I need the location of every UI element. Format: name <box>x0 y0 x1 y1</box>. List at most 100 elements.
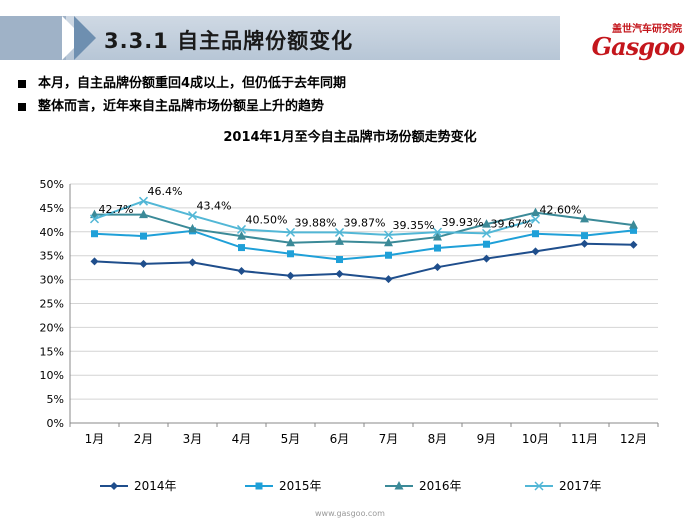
series-line <box>94 211 634 244</box>
legend-item: 2016年 <box>385 479 462 493</box>
data-point <box>236 224 247 234</box>
legend-item: 2014年 <box>100 479 177 493</box>
data-point <box>482 219 491 228</box>
data-point <box>286 237 295 247</box>
data-label: 39.87% <box>344 216 386 229</box>
y-tick-label: 5% <box>47 393 64 406</box>
data-point <box>482 254 491 263</box>
y-tick-label: 50% <box>40 178 64 191</box>
data-point <box>384 237 393 247</box>
chevron-blue-icon <box>74 16 96 60</box>
bullet-item: 整体而言，近年来自主品牌市场份额呈上升的趋势 <box>18 95 346 118</box>
marker-stroke <box>432 227 443 237</box>
series-2015年 <box>91 226 637 264</box>
x-tick-label: 10月 <box>522 432 549 446</box>
legend-item: 2017年 <box>525 479 602 493</box>
data-point <box>433 263 442 272</box>
data-label: 40.50% <box>246 213 288 226</box>
x-tick-label: 2月 <box>134 432 154 446</box>
data-label: 42.60% <box>540 203 582 216</box>
legend-label: 2016年 <box>419 479 462 493</box>
data-point <box>336 256 343 264</box>
data-point <box>383 230 394 240</box>
x-tick-label: 12月 <box>620 432 647 446</box>
data-label: 39.67% <box>491 217 533 230</box>
data-label: 39.35% <box>393 219 435 232</box>
series-2014年 <box>90 239 638 284</box>
data-label: 43.4% <box>197 200 232 213</box>
data-point <box>629 240 638 249</box>
y-tick-label: 45% <box>40 202 64 215</box>
data-point <box>630 226 637 234</box>
series-2016年 <box>90 207 638 247</box>
x-tick-label: 6月 <box>330 432 350 446</box>
bullet-list: 本月，自主品牌份额重回4成以上，但仍低于去年同期 整体而言，近年来自主品牌市场份… <box>18 72 346 118</box>
data-point <box>188 258 197 267</box>
x-tick-label: 8月 <box>428 432 448 446</box>
marker-stroke <box>89 214 100 224</box>
marker-stroke <box>236 224 247 234</box>
data-point <box>89 214 100 224</box>
y-tick-label: 20% <box>40 321 64 334</box>
x-tick-label: 4月 <box>232 432 252 446</box>
marker-stroke <box>138 196 149 206</box>
data-point <box>433 232 442 241</box>
marker-stroke <box>481 228 492 238</box>
data-point <box>629 220 638 229</box>
legend-marker-icon <box>394 481 404 490</box>
data-label: 46.4% <box>148 185 183 198</box>
legend-marker-icon <box>534 481 544 491</box>
legend-label: 2017年 <box>559 479 602 493</box>
bullet-item: 本月，自主品牌份额重回4成以上，但仍低于去年同期 <box>18 72 346 95</box>
chart-title: 2014年1月至今自主品牌市场份额走势变化 <box>223 130 477 145</box>
y-tick-label: 25% <box>40 298 64 311</box>
y-tick-label: 0% <box>47 417 64 430</box>
data-point <box>481 228 492 238</box>
x-tick-label: 11月 <box>571 432 598 446</box>
data-point <box>432 227 443 237</box>
gasgoo-logo: 盖世汽车研究院 Gasgoo <box>580 14 690 61</box>
legend-item: 2015年 <box>245 479 322 493</box>
y-tick-label: 15% <box>40 345 64 358</box>
data-point <box>287 250 294 258</box>
y-tick-label: 35% <box>40 250 64 263</box>
data-point <box>384 275 393 284</box>
data-label: 39.88% <box>295 216 337 229</box>
data-point <box>140 232 147 240</box>
y-tick-label: 40% <box>40 226 64 239</box>
data-point <box>531 207 540 217</box>
series-2017年 <box>89 196 541 240</box>
bullet-square-icon <box>18 79 26 88</box>
title-bar-left-block <box>0 16 66 60</box>
y-tick-label: 30% <box>40 274 64 287</box>
series-line <box>94 200 536 236</box>
section-title: 3.3.1 自主品牌份额变化 <box>104 29 354 53</box>
x-tick-label: 3月 <box>183 432 203 446</box>
data-point <box>385 251 392 259</box>
marker-stroke <box>530 214 541 224</box>
y-tick-label: 10% <box>40 369 64 382</box>
marker-stroke <box>534 481 544 491</box>
marker-stroke <box>187 211 198 221</box>
data-point <box>285 227 296 237</box>
data-point <box>90 257 99 266</box>
logo-cn-text: 盖世汽车研究院 <box>612 24 682 35</box>
data-point <box>335 269 344 278</box>
data-point <box>581 232 588 240</box>
x-tick-label: 1月 <box>85 432 105 446</box>
data-point <box>139 259 148 268</box>
data-point <box>138 196 149 206</box>
legend-label: 2015年 <box>279 479 322 493</box>
data-point <box>530 214 541 224</box>
data-point <box>580 239 589 248</box>
bullet-text: 本月，自主品牌份额重回4成以上，但仍低于去年同期 <box>38 76 347 91</box>
data-point <box>187 211 198 221</box>
data-point <box>335 236 344 245</box>
marker-stroke <box>334 227 345 237</box>
series-line <box>94 242 634 281</box>
x-tick-label: 7月 <box>379 432 399 446</box>
marker-stroke <box>285 227 296 237</box>
bullet-text: 整体而言，近年来自主品牌市场份额呈上升的趋势 <box>38 99 325 114</box>
header: 3.3.1 自主品牌份额变化 盖世汽车研究院 Gasgoo <box>0 0 700 62</box>
